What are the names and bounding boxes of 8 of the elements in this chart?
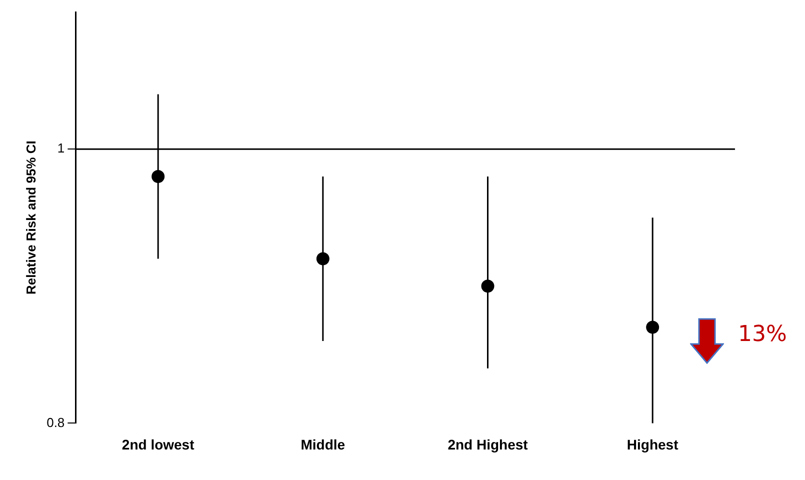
x-tick-label: 2nd Highest: [448, 436, 528, 452]
text: 13%: [738, 322, 787, 347]
y-tick-label: 1: [57, 140, 65, 156]
x-tick-label: Middle: [300, 436, 346, 452]
x-tick-label: Highest: [626, 436, 679, 452]
y-tick-label: 0.8: [46, 414, 65, 430]
x-tick-label: 2nd lowest: [122, 436, 195, 452]
y-axis-title: Relative Risk and 95% CI: [23, 140, 38, 295]
